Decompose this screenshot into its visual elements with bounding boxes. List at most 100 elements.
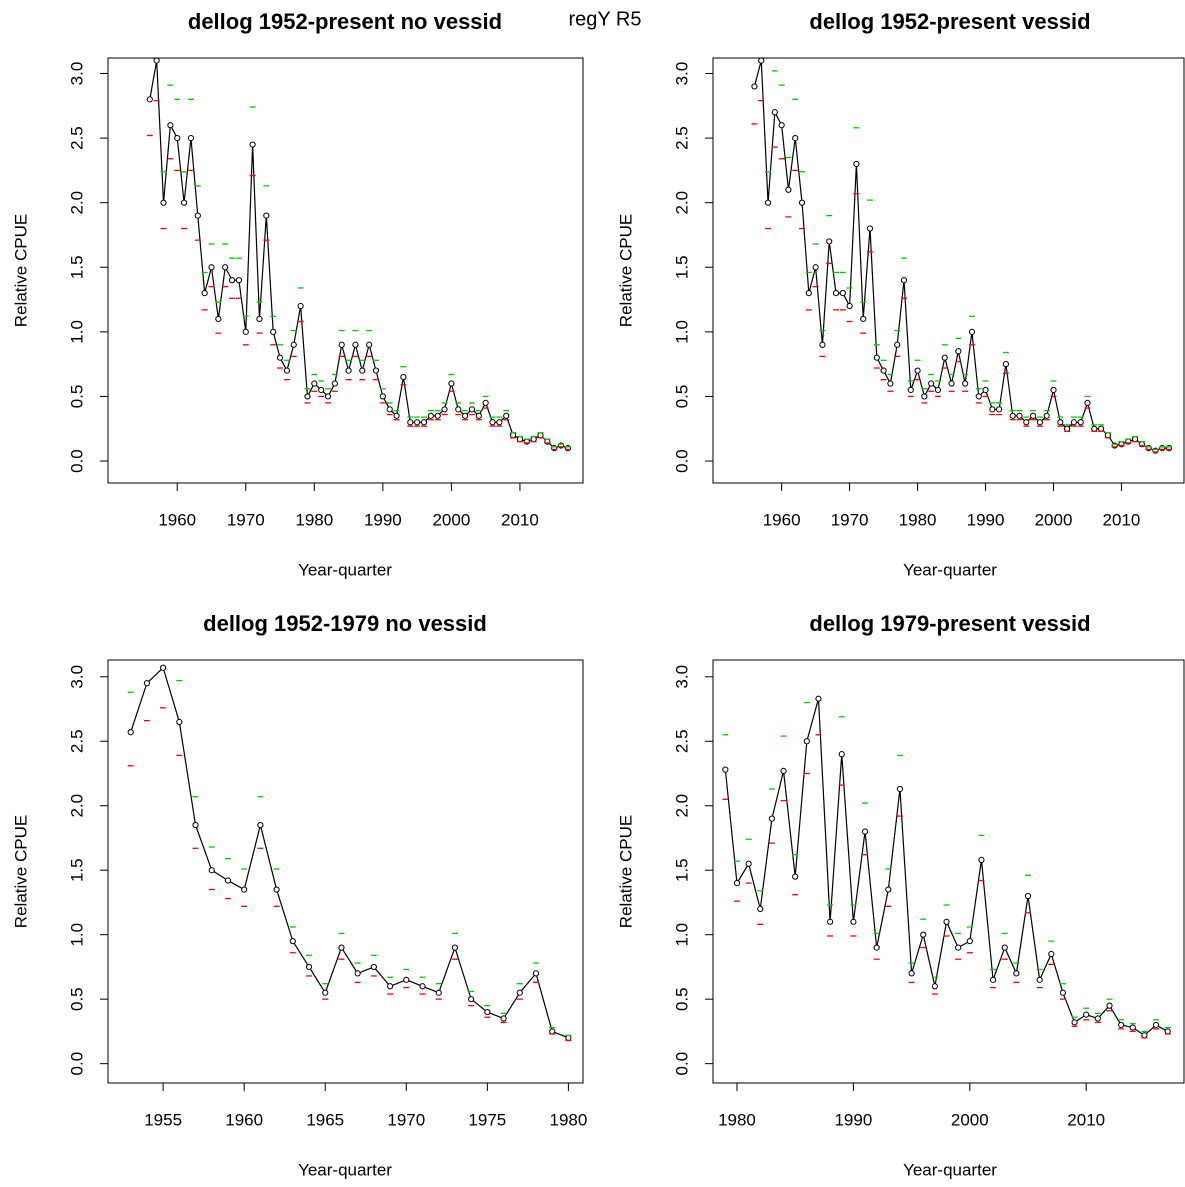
data-point	[832, 290, 840, 297]
x-tick-label: 1965	[306, 1110, 344, 1129]
data-point	[359, 367, 366, 374]
data-point	[745, 860, 752, 867]
data-point	[468, 406, 476, 413]
data-point	[194, 212, 201, 219]
plot-frame	[107, 659, 584, 1084]
x-tick-label: 2010	[1067, 1110, 1105, 1129]
data-point	[966, 938, 973, 945]
data-point	[242, 328, 249, 335]
data-point	[297, 302, 304, 310]
y-tick-label: 1.5	[67, 255, 86, 279]
chart-title: dellog 1952-1979 no vessid	[203, 611, 487, 636]
data-point	[827, 918, 834, 925]
data-point	[448, 380, 455, 387]
data-point	[866, 225, 874, 232]
data-point	[273, 886, 280, 893]
data-point	[304, 393, 311, 400]
data-point	[468, 996, 475, 1003]
data-point	[318, 386, 325, 394]
data-point	[482, 399, 489, 407]
data-point	[241, 886, 248, 893]
data-point	[778, 122, 785, 129]
data-point	[846, 302, 853, 310]
data-point	[1063, 425, 1071, 432]
data-point	[758, 58, 765, 64]
data-point	[143, 680, 151, 687]
y-tick-label: 3.0	[672, 62, 691, 86]
data-point	[414, 419, 421, 426]
y-axis-label: Relative CPUE	[11, 815, 30, 928]
data-point	[982, 386, 989, 394]
series-line	[149, 60, 569, 449]
data-point	[338, 944, 345, 951]
data-point	[803, 738, 810, 745]
data-point	[1077, 419, 1084, 426]
page-title: regY R5	[568, 8, 641, 30]
data-point	[894, 341, 901, 348]
data-point	[537, 432, 544, 439]
data-point	[908, 970, 915, 977]
x-tick-label: 2010	[1103, 510, 1141, 529]
data-point	[290, 341, 297, 348]
data-point	[989, 976, 997, 983]
data-point	[1084, 399, 1091, 407]
data-point	[435, 989, 442, 996]
y-tick-label: 2.0	[67, 191, 86, 215]
data-point	[838, 751, 845, 758]
data-point	[192, 821, 199, 829]
plot-area	[722, 695, 1171, 1039]
chart-title: dellog 1952-present vessid	[809, 9, 1090, 34]
data-point	[441, 406, 448, 413]
y-tick-label: 0.0	[67, 449, 86, 473]
data-point	[127, 729, 134, 736]
plot-area	[146, 58, 572, 452]
x-tick-label: 1970	[831, 510, 869, 529]
y-axis-label: Relative CPUE	[11, 214, 30, 327]
data-point	[812, 264, 819, 271]
data-point	[873, 354, 880, 361]
data-point	[167, 122, 174, 129]
y-tick-label: 2.0	[67, 794, 86, 818]
y-tick-label: 2.5	[67, 126, 86, 150]
data-point	[887, 380, 894, 387]
x-axis-label: Year-quarter	[298, 560, 392, 579]
data-point	[1057, 419, 1064, 426]
data-point	[768, 815, 776, 822]
data-point	[146, 96, 153, 103]
y-tick-label: 0.5	[67, 987, 86, 1011]
data-point	[386, 983, 394, 990]
x-tick-label: 1960	[158, 510, 196, 529]
data-point	[962, 380, 969, 387]
data-point	[1013, 970, 1020, 977]
data-point	[1071, 1019, 1078, 1026]
y-tick-label: 1.0	[672, 320, 691, 344]
data-point	[861, 828, 869, 835]
x-tick-label: 1980	[549, 1110, 587, 1129]
data-point	[873, 944, 880, 951]
data-point	[948, 380, 955, 387]
data-point	[1030, 412, 1037, 419]
data-point	[256, 315, 263, 323]
data-point	[289, 938, 296, 945]
x-tick-label: 1955	[144, 1110, 182, 1129]
data-point	[407, 419, 414, 426]
data-point	[1023, 419, 1030, 426]
data-point	[249, 141, 256, 148]
data-point	[224, 877, 232, 884]
y-tick-label: 0.5	[672, 987, 691, 1011]
data-point	[503, 412, 510, 419]
data-point	[996, 406, 1003, 413]
data-point	[516, 435, 524, 443]
data-point	[764, 199, 772, 206]
data-point	[1094, 1015, 1101, 1022]
data-point	[489, 419, 496, 426]
data-point	[263, 212, 270, 219]
data-point	[176, 718, 183, 726]
data-point	[1141, 1032, 1148, 1039]
data-point	[324, 393, 332, 400]
series-line	[753, 60, 1170, 452]
y-tick-label: 0.0	[672, 449, 691, 473]
data-point	[257, 821, 264, 829]
data-point	[386, 406, 393, 413]
data-point	[968, 328, 976, 335]
